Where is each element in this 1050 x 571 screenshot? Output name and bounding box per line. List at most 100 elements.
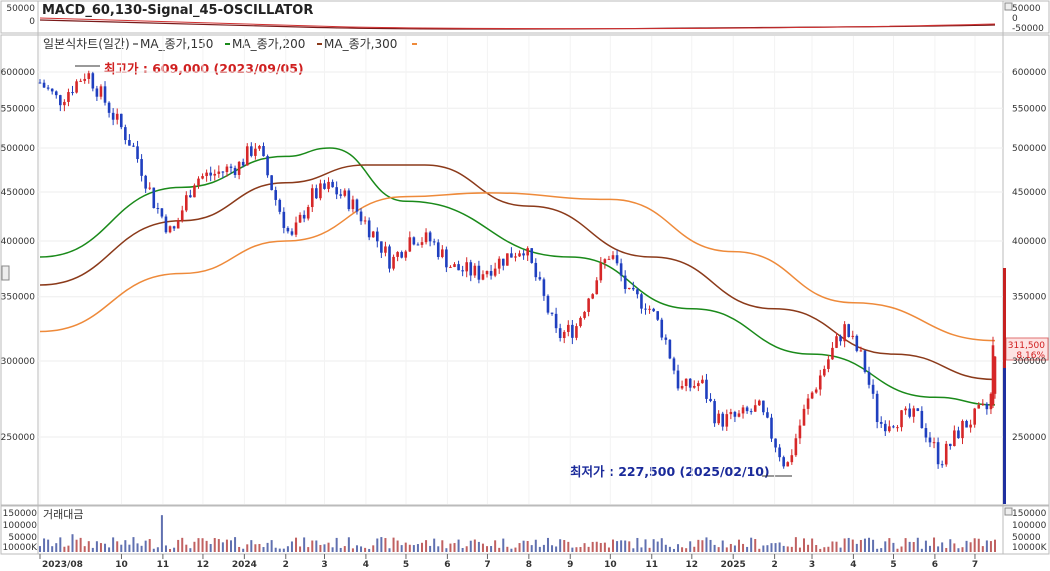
- legend-ma200: MA_종가,200: [232, 37, 305, 51]
- volume-bar: [863, 538, 866, 552]
- candle-body: [221, 171, 225, 173]
- candle-body: [806, 398, 810, 409]
- volume-bar: [181, 537, 184, 552]
- volume-bar: [327, 542, 330, 552]
- volume-bar: [551, 545, 554, 552]
- volume-bar: [819, 548, 822, 552]
- candle-body: [384, 246, 387, 253]
- vol-tick-left-3: 10000K: [2, 543, 38, 553]
- volume-bar: [270, 540, 273, 552]
- candle-body: [794, 438, 798, 456]
- volume-bar: [538, 546, 541, 552]
- candle-body: [160, 208, 164, 217]
- volume-bar: [412, 545, 415, 552]
- candle-body: [867, 371, 871, 385]
- volume-bar: [701, 540, 704, 552]
- candle-body: [347, 190, 351, 210]
- candle-body: [168, 226, 172, 233]
- volume-bar: [494, 540, 497, 552]
- volume-bar: [136, 543, 139, 552]
- macd-panel-scroll-btn[interactable]: [1004, 2, 1013, 11]
- candle-body: [306, 207, 310, 219]
- volume-bar: [148, 539, 151, 552]
- volume-bar: [668, 546, 671, 552]
- candle-body: [680, 386, 684, 389]
- legend-ma300: MA_종가,300: [324, 37, 397, 51]
- candle-body: [266, 156, 269, 176]
- candle-body: [534, 262, 538, 278]
- candle-body: [262, 146, 265, 157]
- volume-bar: [380, 537, 383, 552]
- y-tick-right: 300000: [1012, 357, 1047, 367]
- candle-body: [79, 80, 82, 82]
- candle-body: [152, 187, 156, 209]
- volume-bar: [733, 545, 736, 552]
- volume-bar: [225, 539, 228, 552]
- volume-bar: [453, 543, 456, 552]
- candle-body: [156, 208, 160, 210]
- candle-body: [457, 264, 460, 271]
- candle-body: [83, 78, 87, 81]
- macd-signal-line: [39, 17, 996, 30]
- volume-bar: [323, 544, 326, 552]
- candle-body: [132, 145, 135, 147]
- candle-body: [672, 358, 676, 371]
- candle-body: [957, 430, 960, 439]
- candle-body: [575, 326, 578, 338]
- y-tick-left: 500000: [1, 144, 36, 154]
- candle-body: [632, 287, 635, 290]
- candle-body: [432, 241, 436, 243]
- volume-bar: [250, 540, 253, 552]
- candle-body: [814, 389, 818, 393]
- volume-bar: [514, 547, 517, 552]
- volume-bar: [185, 544, 188, 552]
- candle-body: [566, 324, 570, 332]
- candle-body: [91, 73, 95, 89]
- volume-bar: [790, 546, 793, 552]
- volume-bar: [677, 544, 680, 552]
- volume-bar: [477, 541, 480, 552]
- candle-body: [193, 185, 196, 198]
- volume-bar: [880, 548, 883, 552]
- volume-bar: [628, 541, 631, 552]
- volume-bar: [933, 537, 936, 552]
- ma-line-1: [39, 164, 996, 381]
- price-panel-scroll-btn[interactable]: [1, 265, 10, 281]
- volume-bar: [839, 547, 842, 552]
- volume-bar: [579, 547, 582, 552]
- volume-bar: [742, 543, 745, 552]
- volume-bar: [286, 546, 289, 552]
- volume-panel-scroll-btn[interactable]: [1004, 507, 1013, 516]
- volume-bar: [201, 538, 204, 552]
- y-tick-left: 550000: [1, 104, 36, 114]
- volume-bar: [949, 539, 952, 552]
- candle-body: [124, 127, 127, 141]
- volume-bar: [607, 547, 610, 552]
- candle-body: [863, 350, 867, 372]
- x-tick-label: 9: [567, 560, 573, 570]
- price-range-bar-up: [1003, 268, 1006, 368]
- volume-bar: [112, 537, 115, 552]
- candle-body: [412, 237, 416, 245]
- candle-body: [558, 328, 562, 339]
- candle-body: [847, 324, 851, 337]
- volume-bar: [465, 546, 468, 552]
- volume-bar: [376, 538, 379, 552]
- candle-body: [729, 411, 733, 415]
- candle-body: [587, 298, 590, 312]
- volume-bar: [672, 548, 675, 552]
- volume-bar: [364, 547, 367, 552]
- volume-bar: [868, 537, 871, 552]
- candle-body: [912, 408, 916, 417]
- volume-bar: [786, 546, 789, 552]
- vol-tick-right-3: 10000K: [1012, 543, 1048, 553]
- volume-bar: [416, 544, 419, 552]
- x-tick-label: 7: [972, 560, 978, 570]
- candle-body: [721, 413, 725, 427]
- candle-body: [250, 146, 253, 156]
- volume-bar: [189, 548, 192, 552]
- candle-body: [343, 190, 347, 196]
- candle-body: [883, 423, 887, 432]
- candle-body: [213, 173, 217, 176]
- candle-body: [67, 92, 70, 102]
